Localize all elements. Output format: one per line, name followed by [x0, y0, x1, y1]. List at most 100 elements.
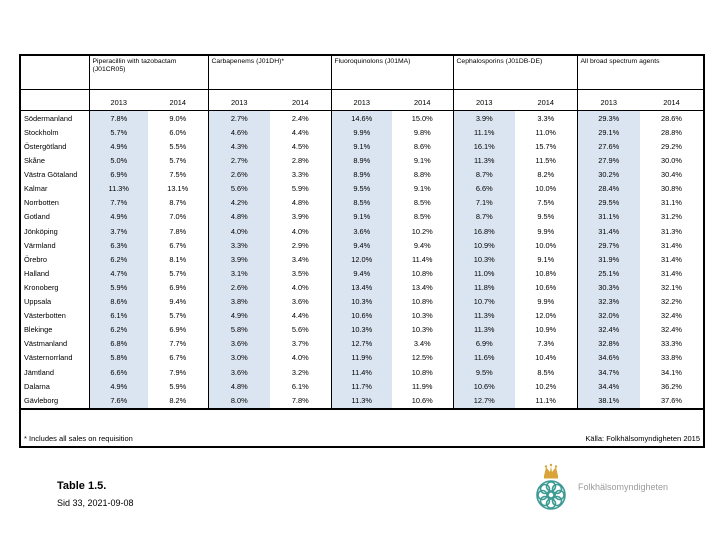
value-cell: 31.4% — [661, 240, 682, 250]
value-cell: 10.9% — [452, 238, 515, 253]
value-cell: 5.8% — [88, 350, 148, 365]
value-cell: 13.1% — [167, 184, 189, 194]
region-label: Stockholm — [24, 127, 59, 137]
value-cell: 9.9% — [537, 226, 555, 236]
value-cell: 4.0% — [207, 224, 270, 239]
value-cell: 8.2% — [537, 170, 555, 180]
value-cell: 15.0% — [411, 113, 433, 123]
value-cell: 8.9% — [330, 153, 392, 168]
value-cell: 3.9% — [452, 110, 515, 126]
value-cell: 27.9% — [576, 153, 641, 168]
value-cell: 5.9% — [291, 184, 309, 194]
value-cell: 3.3% — [207, 238, 270, 253]
table-row: Värmland 6.3% 6.7% 3.3% 2.9% 9.4% 9.4% 10.9% 10.… — [20, 238, 704, 253]
value-cell: 12.0% — [330, 252, 392, 267]
value-cell: 6.9% — [88, 167, 148, 182]
region-label: Örebro — [24, 254, 48, 264]
value-cell: 29.1% — [576, 125, 641, 140]
value-cell: 10.6% — [330, 308, 392, 323]
table-row: Västra Götaland 6.9% 7.5% 2.6% 3.3% 8.9% 8.8% 8… — [20, 167, 704, 182]
value-cell: 3.0% — [207, 350, 270, 365]
value-cell: 6.6% — [88, 364, 148, 380]
value-cell: 31.4% — [661, 254, 682, 264]
value-cell: 9.1% — [413, 184, 431, 194]
value-cell: 15.7% — [535, 142, 557, 152]
value-cell: 4.4% — [291, 311, 309, 321]
value-cell: 10.8% — [411, 268, 433, 278]
value-cell: 29.2% — [661, 142, 682, 152]
value-cell: 32.4% — [661, 325, 682, 335]
value-cell: 7.9% — [169, 367, 187, 377]
value-cell: 9.1% — [537, 254, 555, 264]
value-cell: 8.9% — [330, 167, 392, 182]
value-cell: 16.8% — [452, 224, 515, 239]
value-cell: 5.0% — [88, 153, 148, 168]
value-cell: 3.6% — [291, 297, 309, 307]
region-label: Uppsala — [24, 297, 52, 307]
value-cell: 6.7% — [169, 240, 187, 250]
value-cell: 9.4% — [330, 266, 392, 281]
table-row: Östergötland 4.9% 5.5% 4.3% 4.5% 9.1% 8.6% 16.1… — [20, 139, 704, 154]
value-cell: 11.0% — [535, 127, 556, 137]
table-row: Dalarna 4.9% 5.9% 4.8% 6.1% 11.7% 11.9% 10.6% 10… — [20, 379, 704, 394]
value-cell: 8.5% — [413, 198, 431, 208]
region-label: Gotland — [24, 212, 50, 222]
year-header: 2013 — [576, 89, 641, 111]
value-cell: 10.3% — [452, 252, 515, 267]
year-header: 2014 — [392, 89, 453, 111]
value-cell: 4.4% — [291, 127, 309, 137]
value-cell: 2.4% — [291, 113, 309, 123]
table-row: Kalmar 11.3% 13.1% 5.6% 5.9% 9.5% 9.1% 6.6% 10.0… — [20, 181, 704, 196]
value-cell: 5.7% — [88, 125, 148, 140]
year-header: 2013 — [207, 89, 270, 111]
value-cell: 11.5% — [535, 156, 556, 166]
table-row: Västmanland 6.8% 7.7% 3.6% 3.7% 12.7% 3.4% 6.9%… — [20, 336, 704, 351]
column-group-header: Piperacillin with tazobactam (J01CR05) — [88, 55, 208, 90]
value-cell: 10.0% — [535, 184, 557, 194]
table-corner-cell — [20, 55, 89, 90]
value-cell: 11.9% — [412, 381, 433, 391]
table-caption: Table 1.5. — [57, 480, 107, 492]
value-cell: 11.3% — [452, 322, 515, 337]
value-cell: 7.0% — [169, 212, 187, 222]
value-cell: 8.6% — [413, 142, 431, 152]
year-header: 2013 — [330, 89, 392, 111]
footnote-source: Källa: Folkhälsomyndigheten 2015 — [585, 434, 701, 443]
value-cell: 5.8% — [207, 322, 270, 337]
region-label: Halland — [24, 268, 50, 278]
value-cell: 9.4% — [413, 240, 431, 250]
value-cell: 31.4% — [661, 268, 682, 278]
value-cell: 7.5% — [169, 170, 187, 180]
value-cell: 10.8% — [535, 268, 557, 278]
value-cell: 5.7% — [169, 311, 187, 321]
value-cell: 37.6% — [661, 396, 682, 406]
value-cell: 3.3% — [537, 113, 555, 123]
value-cell: 10.9% — [535, 325, 557, 335]
region-label: Västmanland — [24, 339, 68, 349]
value-cell: 32.3% — [576, 294, 641, 309]
value-cell: 8.5% — [330, 195, 392, 210]
value-cell: 11.3% — [452, 153, 515, 168]
table-corner-cell — [20, 89, 89, 111]
table-row: Västernorrland 5.8% 6.7% 3.0% 4.0% 11.9% 12.5%… — [20, 350, 704, 365]
value-cell: 4.5% — [291, 142, 309, 152]
rosette-icon — [536, 480, 566, 510]
region-label: Gävleborg — [24, 396, 59, 406]
value-cell: 4.0% — [291, 282, 309, 292]
region-label: Västra Götaland — [24, 170, 78, 180]
value-cell: 7.1% — [452, 195, 515, 210]
value-cell: 4.7% — [88, 266, 148, 281]
value-cell: 12.7% — [452, 393, 515, 409]
value-cell: 11.6% — [452, 350, 515, 365]
value-cell: 2.9% — [291, 240, 309, 250]
value-cell: 32.4% — [661, 311, 682, 321]
value-cell: 5.9% — [88, 280, 148, 295]
value-cell: 33.8% — [661, 353, 682, 363]
value-cell: 8.0% — [207, 393, 270, 409]
value-cell: 14.6% — [330, 110, 392, 126]
value-cell: 3.3% — [291, 170, 309, 180]
value-cell: 11.4% — [412, 254, 433, 264]
value-cell: 5.7% — [169, 156, 187, 166]
value-cell: 25.1% — [576, 266, 641, 281]
value-cell: 7.8% — [88, 110, 148, 126]
